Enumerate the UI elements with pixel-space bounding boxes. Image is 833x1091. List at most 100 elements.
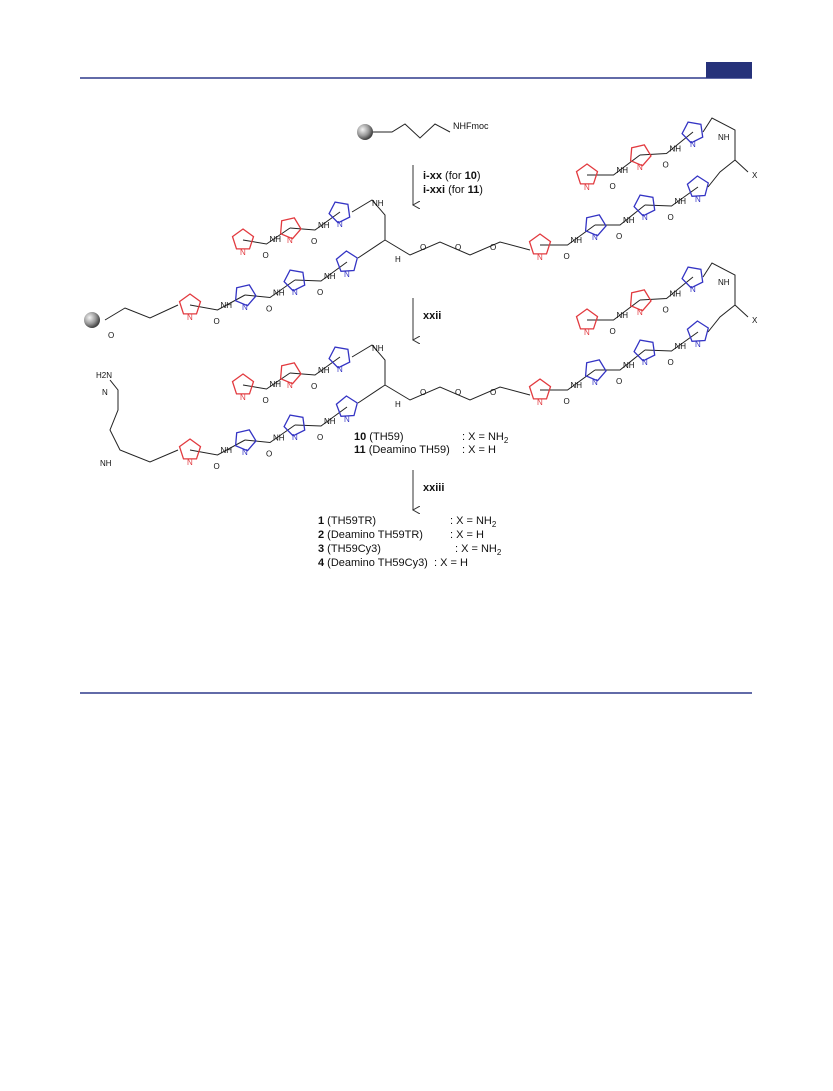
ring-atom: N: [240, 393, 246, 402]
amide-o: O: [663, 161, 669, 170]
bond-chain: [351, 199, 386, 259]
compound-desc: (Deamino TH59TR): [324, 529, 423, 541]
compound-desc: (Deamino TH59Cy3): [324, 557, 428, 569]
amide-o: O: [263, 396, 269, 405]
ring-atom: N: [337, 220, 343, 229]
heterocycle: [283, 269, 306, 292]
ether-o: O: [455, 388, 461, 397]
bond-chain: [384, 239, 531, 256]
ring-atom: N: [690, 140, 696, 149]
heterocycle: [234, 429, 257, 452]
x-atom: X: [752, 171, 758, 180]
label-part: 11: [468, 184, 480, 196]
amide-o: O: [214, 317, 220, 326]
amide-o: O: [214, 462, 220, 471]
ring-atom: N: [287, 381, 293, 390]
amide-o: O: [564, 397, 570, 406]
amide-nh: NH: [324, 417, 336, 426]
formula: : X = H: [450, 529, 484, 541]
amide-o: O: [663, 306, 669, 315]
compound-name: 2 (Deamino TH59TR): [318, 529, 423, 541]
heterocycle: [629, 144, 652, 167]
ring-atom: N: [537, 253, 543, 262]
compound-formula: : X = H: [462, 444, 496, 456]
label-part: xxii: [423, 310, 441, 322]
label-part: i-xxi: [423, 184, 445, 196]
label-part: ): [479, 184, 483, 196]
subscript: 2: [504, 436, 509, 445]
amide-o: O: [610, 327, 616, 336]
amide-nh: NH: [100, 459, 112, 468]
bond-chain: [734, 159, 749, 173]
ring-atom: N: [187, 458, 193, 467]
ring-atom: N: [344, 415, 350, 424]
compound-formula: : X = H: [450, 529, 484, 541]
amide-o: O: [311, 382, 317, 391]
amide-o: O: [616, 377, 622, 386]
formula: : X = H: [462, 444, 496, 456]
heterocycle: [231, 373, 255, 395]
amide-nh: NH: [571, 381, 583, 390]
compound-formula: : X = NH2: [462, 431, 509, 445]
compound-name: 11 (Deamino TH59): [354, 444, 450, 456]
amide-nh: NH: [273, 434, 285, 443]
amide-bond: [595, 349, 646, 371]
amide-o: O: [668, 358, 674, 367]
amide-nh: NH: [270, 380, 282, 389]
ring-atom: N: [292, 288, 298, 297]
amide-bond: [289, 211, 341, 231]
heterocycle: [681, 121, 704, 144]
ring-atom: N: [337, 365, 343, 374]
amide-bond: [242, 227, 291, 245]
bond-chain: [351, 344, 386, 404]
ring-atom: N: [695, 195, 701, 204]
nh-atom: NH: [718, 133, 730, 142]
subscript: 2: [497, 548, 502, 557]
ether-o: O: [490, 243, 496, 252]
amide-nh: NH: [221, 301, 233, 310]
amide-nh: NH: [675, 197, 687, 206]
ring-atom: N: [584, 183, 590, 192]
compound-desc: (TH59TR): [324, 515, 376, 527]
amide-o: O: [317, 288, 323, 297]
amide-o: O: [668, 213, 674, 222]
compound-id: 10: [354, 431, 366, 443]
ring-atom: N: [695, 340, 701, 349]
heterocycle: [686, 175, 710, 197]
resin-bead: [357, 124, 373, 140]
ring-atom: N: [187, 313, 193, 322]
compound-name: 4 (Deamino TH59Cy3): [318, 557, 428, 569]
amine-n: N: [102, 388, 108, 397]
amide-o: O: [266, 450, 272, 459]
ring-atom: N: [240, 248, 246, 257]
amide-o: O: [564, 252, 570, 261]
amide-nh: NH: [221, 446, 233, 455]
label-part: ): [477, 170, 481, 182]
label: xxiii: [423, 482, 444, 494]
ether-o: O: [490, 388, 496, 397]
ring-atom: N: [592, 378, 598, 387]
amide-o: O: [266, 305, 272, 314]
amide-o: O: [263, 251, 269, 260]
ring-atom: N: [642, 358, 648, 367]
compound-name: 10 (TH59): [354, 431, 404, 443]
amide-nh: NH: [623, 216, 635, 225]
heterocycle: [633, 194, 656, 217]
ring-atom: N: [637, 163, 643, 172]
amide-bond: [244, 424, 296, 444]
amide-nh: NH: [617, 311, 629, 320]
amide-nh: NH: [670, 290, 682, 299]
heterocycle: [279, 362, 302, 385]
heterocycle: [335, 395, 359, 417]
ring-atom: N: [690, 285, 696, 294]
amide-o: O: [311, 237, 317, 246]
label-part: xxiii: [423, 482, 444, 494]
label-part: i-xx: [423, 170, 443, 182]
ring-atom: N: [287, 236, 293, 245]
heterocycle: [686, 320, 710, 342]
amide-nh: NH: [670, 145, 682, 154]
label: i-xxi (for 11): [423, 184, 483, 196]
bond-chain: [373, 123, 451, 139]
heterocycle: [279, 217, 302, 240]
amide-nh: NH: [617, 166, 629, 175]
